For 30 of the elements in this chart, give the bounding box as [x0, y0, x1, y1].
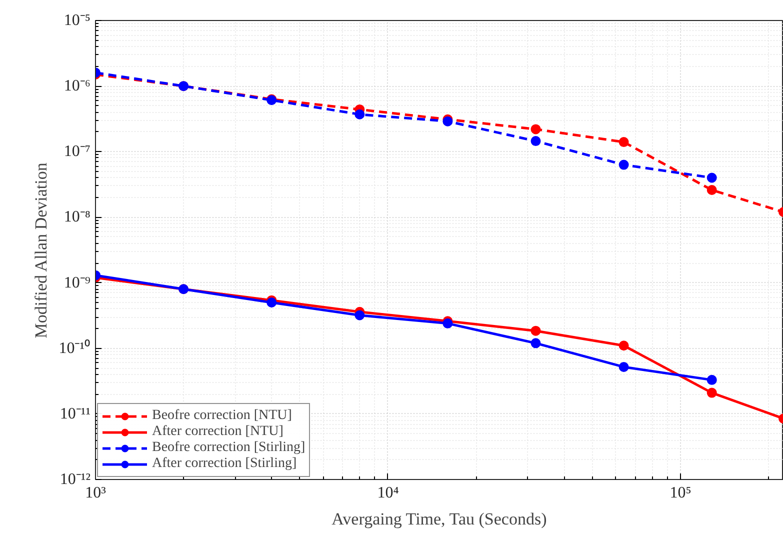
point	[706, 185, 717, 195]
point	[530, 124, 541, 134]
legend-label: Beofre correction [Stirling]	[152, 440, 306, 456]
y-tick-label: 10⁻⁸	[64, 208, 90, 226]
point	[618, 137, 629, 148]
x-tick-label: 10⁴	[377, 484, 400, 502]
x-tick-label: 10⁵	[670, 484, 692, 502]
point	[618, 340, 629, 351]
point	[706, 388, 717, 398]
y-tick-label: 10⁻⁶	[64, 78, 90, 95]
point	[354, 310, 365, 320]
y-tick-label: 10⁻⁹	[64, 274, 91, 292]
point	[530, 338, 541, 348]
point	[354, 109, 365, 120]
point	[706, 374, 717, 385]
y-axis-title: Modified Allan Deviation	[32, 162, 51, 338]
legend-label: After correction [Stirling]	[152, 456, 297, 472]
point	[618, 160, 629, 170]
point	[266, 298, 277, 308]
point	[618, 362, 629, 372]
legend-label: After correction [NTU]	[152, 424, 284, 440]
point	[530, 326, 541, 336]
x-axis-title: Avergaing Time, Tau (Seconds)	[332, 510, 547, 528]
y-tick-label: 10⁻⁵	[64, 12, 90, 29]
legend-label: Beofre correction [NTU]	[152, 408, 292, 424]
point	[706, 172, 717, 183]
y-tick-label: 10⁻¹¹	[60, 405, 91, 422]
point	[530, 136, 541, 146]
y-tick-label: 10⁻¹⁰	[58, 338, 90, 357]
y-tick-label: 10⁻⁷	[64, 143, 90, 160]
